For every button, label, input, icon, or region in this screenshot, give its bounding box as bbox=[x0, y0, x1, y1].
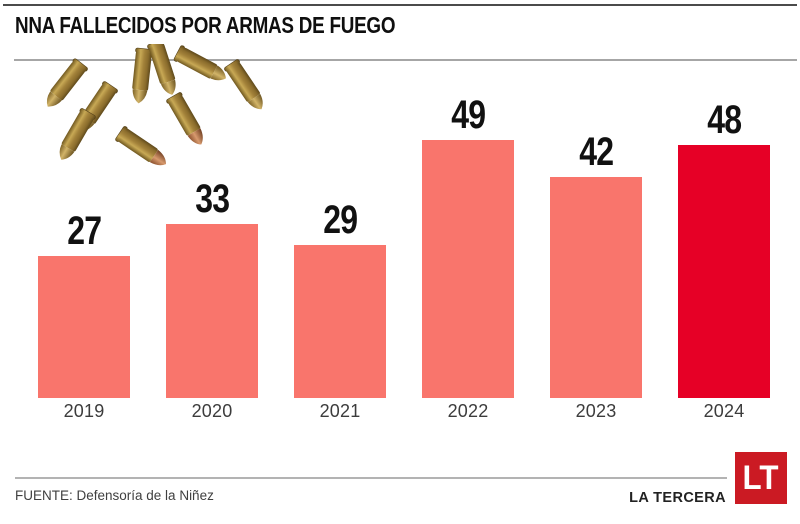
top-divider bbox=[3, 4, 797, 6]
title-divider bbox=[14, 59, 797, 61]
footer-divider bbox=[15, 477, 727, 479]
bar-2022 bbox=[422, 140, 514, 398]
x-axis-label: 2019 bbox=[63, 400, 105, 421]
bar-value-label: 33 bbox=[195, 177, 230, 221]
bar-group-2020: 33 2020 bbox=[166, 179, 258, 424]
bar-2021 bbox=[294, 245, 386, 398]
bar-2024 bbox=[678, 145, 770, 398]
bar-value-label: 42 bbox=[579, 130, 614, 174]
bar-2020 bbox=[166, 224, 258, 398]
bar-2023 bbox=[550, 177, 642, 398]
la-tercera-logo: LT bbox=[735, 452, 787, 504]
page-title: NNA FALLECIDOS POR ARMAS DE FUEGO bbox=[15, 12, 396, 38]
bar-value-label: 29 bbox=[323, 198, 358, 242]
logo-letters: LT bbox=[743, 459, 779, 497]
x-axis-label: 2024 bbox=[703, 400, 745, 421]
bar-group-2022: 49 2022 bbox=[422, 95, 514, 424]
bar-2019 bbox=[38, 256, 130, 398]
bar-value-label: 49 bbox=[451, 93, 486, 137]
bar-value-label: 27 bbox=[67, 209, 102, 253]
x-axis-label: 2023 bbox=[575, 400, 617, 421]
x-axis-label: 2021 bbox=[319, 400, 361, 421]
x-axis-label: 2020 bbox=[191, 400, 233, 421]
brand-name: LA TERCERA bbox=[629, 490, 726, 506]
bar-value-label: 48 bbox=[707, 98, 742, 142]
bar-chart: 27 2019 33 2020 29 2021 49 2022 42 2023 48 2024 bbox=[38, 92, 770, 424]
bar-group-2019: 27 2019 bbox=[38, 211, 130, 424]
source-text: FUENTE: Defensoría de la Niñez bbox=[15, 488, 214, 503]
bullet-cartridges-photo bbox=[40, 44, 270, 172]
bar-group-2021: 29 2021 bbox=[294, 200, 386, 424]
x-axis-label: 2022 bbox=[447, 400, 489, 421]
bar-group-2024: 48 2024 bbox=[678, 100, 770, 424]
bar-group-2023: 42 2023 bbox=[550, 132, 642, 424]
